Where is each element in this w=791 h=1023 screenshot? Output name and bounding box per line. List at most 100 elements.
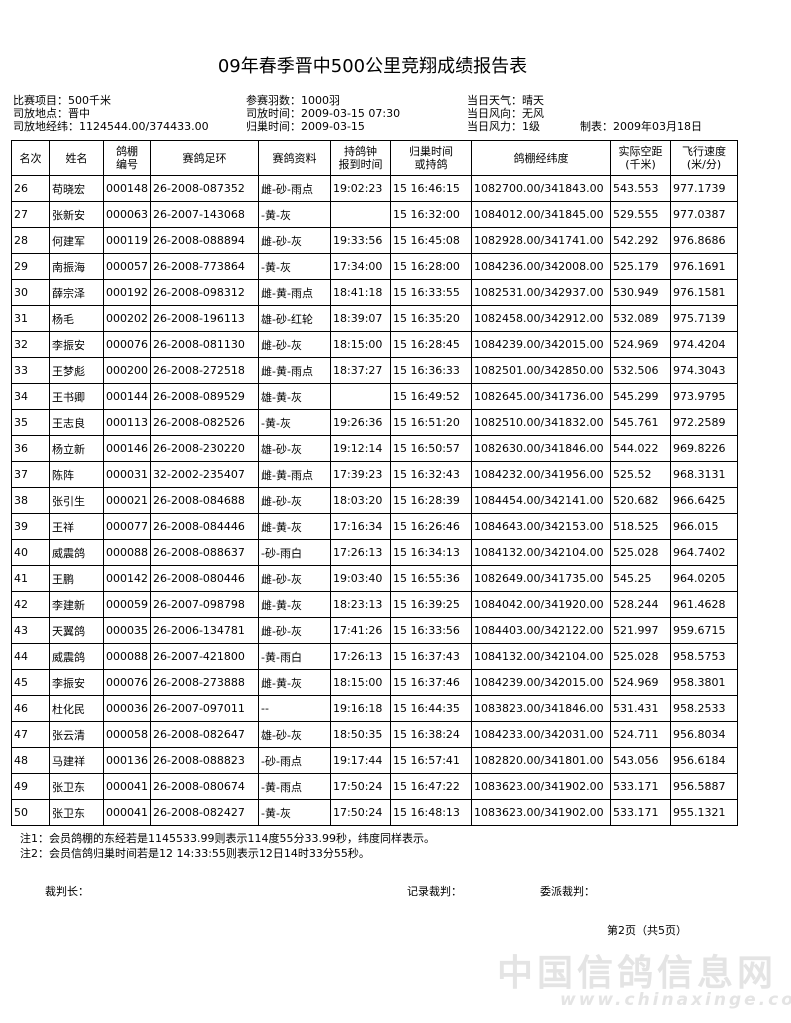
table-cell: 南振海 bbox=[49, 253, 104, 280]
info-field: 司放时间：2009-03-15 07:30 bbox=[246, 107, 401, 120]
table-cell: 26-2008-084688 bbox=[150, 487, 259, 514]
table-cell: 525.028 bbox=[610, 539, 671, 566]
table-cell: 雌-砂-灰 bbox=[258, 331, 331, 358]
table-cell: 雌-黄-灰 bbox=[258, 591, 331, 618]
table-cell: 26-2008-272518 bbox=[150, 357, 259, 384]
table-cell: 26-2008-230220 bbox=[150, 435, 259, 462]
table-cell: 43 bbox=[11, 617, 50, 644]
table-cell: 雄-黄-灰 bbox=[258, 383, 331, 410]
column-header: 鸽棚经纬度 bbox=[471, 140, 611, 176]
column-header: 赛鸽资料 bbox=[258, 140, 331, 176]
table-row: 37 陈阵 000031 32-2002-235407 雌-黄-雨点 17:39:23 15… bbox=[11, 461, 738, 488]
table-cell: 15 16:57:41 bbox=[390, 747, 472, 774]
table-cell: 966.015 bbox=[670, 513, 738, 540]
table-cell: 1082700.00/341843.00 bbox=[471, 175, 611, 202]
table-cell: -砂-雨白 bbox=[258, 539, 331, 566]
table-cell: 958.2533 bbox=[670, 695, 738, 722]
table-cell: 000136 bbox=[103, 747, 151, 774]
table-cell: 44 bbox=[11, 643, 50, 670]
watermark-url: www.chinaxinge.com bbox=[560, 990, 791, 1010]
table-cell: 969.8226 bbox=[670, 435, 738, 462]
table-cell: 张新安 bbox=[49, 201, 104, 228]
table-cell: 49 bbox=[11, 773, 50, 800]
table-cell: 17:50:24 bbox=[330, 773, 391, 800]
table-cell: 968.3131 bbox=[670, 461, 738, 488]
table-cell: 张卫东 bbox=[49, 799, 104, 826]
table-row: 45 李振安 000076 26-2008-273888 雌-黄-灰 18:15:00 15… bbox=[11, 669, 738, 696]
table-cell: 45 bbox=[11, 669, 50, 696]
table-cell: 000148 bbox=[103, 175, 151, 202]
table-cell: 977.1739 bbox=[670, 175, 738, 202]
info-field: 司放地经纬：1124544.00/374433.00 bbox=[13, 120, 209, 133]
table-cell: 雌-砂-灰 bbox=[258, 227, 331, 254]
table-row: 49 张卫东 000041 26-2008-080674 -黄-雨点 17:50:24 15… bbox=[11, 773, 738, 800]
table-row: 36 杨立新 000146 26-2008-230220 雄-砂-灰 19:12:14 15… bbox=[11, 435, 738, 462]
table-row: 29 南振海 000057 26-2008-773864 -黄-灰 17:34:00 15 … bbox=[11, 253, 738, 280]
table-cell: 雌-砂-灰 bbox=[258, 487, 331, 514]
table-cell: 王祥 bbox=[49, 513, 104, 540]
table-cell: 雌-砂-雨点 bbox=[258, 175, 331, 202]
table-cell: -黄-灰 bbox=[258, 409, 331, 436]
table-cell: 1084012.00/341845.00 bbox=[471, 201, 611, 228]
table-cell: 杜化民 bbox=[49, 695, 104, 722]
table-cell: -黄-雨点 bbox=[258, 773, 331, 800]
table-cell: 26-2008-088823 bbox=[150, 747, 259, 774]
table-row: 32 李振安 000076 26-2008-081130 雌-砂-灰 18:15:00 15… bbox=[11, 331, 738, 358]
table-cell: 532.506 bbox=[610, 357, 671, 384]
table-cell: -- bbox=[258, 695, 331, 722]
table-cell: 26-2008-084446 bbox=[150, 513, 259, 540]
info-field: 当日风力：1级 bbox=[467, 120, 540, 133]
table-cell: 19:16:18 bbox=[330, 695, 391, 722]
table-cell: 18:41:18 bbox=[330, 279, 391, 306]
table-cell: 薛宗泽 bbox=[49, 279, 104, 306]
table-cell: 15 16:35:20 bbox=[390, 305, 472, 332]
table-cell: 李振安 bbox=[49, 669, 104, 696]
table-cell: 26-2008-080446 bbox=[150, 565, 259, 592]
table-row: 44 威震鸽 000088 26-2007-421800 -黄-雨白 17:26:13 15… bbox=[11, 643, 738, 670]
table-cell: 518.525 bbox=[610, 513, 671, 540]
table-cell: 27 bbox=[11, 201, 50, 228]
table-cell: 15 16:46:15 bbox=[390, 175, 472, 202]
table-cell: 15 16:26:46 bbox=[390, 513, 472, 540]
table-cell: 000144 bbox=[103, 383, 151, 410]
table-cell: 杨毛 bbox=[49, 305, 104, 332]
table-cell: 1082645.00/341736.00 bbox=[471, 383, 611, 410]
table-cell: 17:41:26 bbox=[330, 617, 391, 644]
table-cell: 528.244 bbox=[610, 591, 671, 618]
table-cell: 521.997 bbox=[610, 617, 671, 644]
table-cell: 1082510.00/341832.00 bbox=[471, 409, 611, 436]
table-cell: 000076 bbox=[103, 331, 151, 358]
table-row: 50 张卫东 000041 26-2008-082427 -黄-灰 17:50:24 15 … bbox=[11, 799, 738, 826]
table-cell: 959.6715 bbox=[670, 617, 738, 644]
table-cell: 545.761 bbox=[610, 409, 671, 436]
column-header: 名次 bbox=[11, 140, 50, 176]
table-cell: 000036 bbox=[103, 695, 151, 722]
table-cell: 525.52 bbox=[610, 461, 671, 488]
table-cell: 雌-黄-雨点 bbox=[258, 357, 331, 384]
table-cell: 15 16:32:00 bbox=[390, 201, 472, 228]
table-cell: 000119 bbox=[103, 227, 151, 254]
table-cell: 雄-砂-灰 bbox=[258, 721, 331, 748]
info-field: 参赛羽数：1000羽 bbox=[246, 94, 340, 107]
column-header: 飞行速度 (米/分) bbox=[670, 140, 738, 176]
table-cell: 1084403.00/342122.00 bbox=[471, 617, 611, 644]
table-cell: 19:33:56 bbox=[330, 227, 391, 254]
table-cell: 1083823.00/341846.00 bbox=[471, 695, 611, 722]
table-cell: -黄-灰 bbox=[258, 201, 331, 228]
table-cell: 26-2008-082427 bbox=[150, 799, 259, 826]
info-field: 比赛项目：500千米 bbox=[13, 94, 111, 107]
table-row: 26 苟晓宏 000148 26-2008-087352 雌-砂-雨点 19:02:23 1… bbox=[11, 175, 738, 202]
table-cell: 17:34:00 bbox=[330, 253, 391, 280]
column-header: 实际空距 (千米) bbox=[610, 140, 671, 176]
table-cell: 26-2008-098312 bbox=[150, 279, 259, 306]
table-cell: 1082501.00/342850.00 bbox=[471, 357, 611, 384]
table-cell: 陈阵 bbox=[49, 461, 104, 488]
table-cell: 26-2007-098798 bbox=[150, 591, 259, 618]
table-cell: 000202 bbox=[103, 305, 151, 332]
table-cell: 000076 bbox=[103, 669, 151, 696]
table-cell: 15 16:44:35 bbox=[390, 695, 472, 722]
table-cell: -砂-雨点 bbox=[258, 747, 331, 774]
table-cell: 1084454.00/342141.00 bbox=[471, 487, 611, 514]
table-cell: 26-2008-082647 bbox=[150, 721, 259, 748]
table-cell: 19:26:36 bbox=[330, 409, 391, 436]
